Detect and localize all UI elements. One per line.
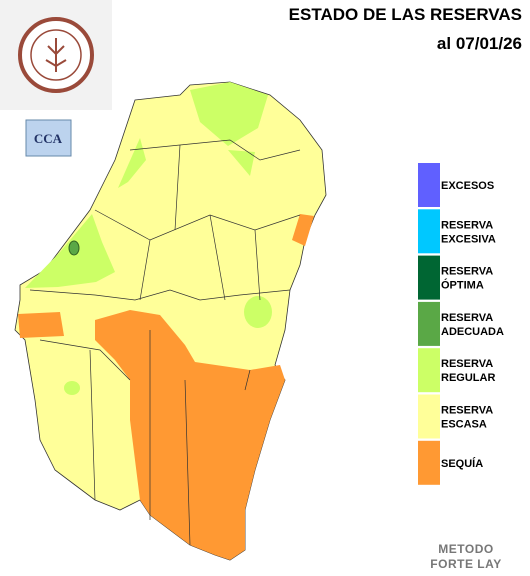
legend-label: RESERVA — [441, 405, 493, 417]
drought-zone — [292, 214, 314, 246]
district-line — [39, 330, 251, 546]
legend-label: EXCESOS — [441, 180, 494, 192]
logo-seal-inner — [30, 29, 82, 81]
date: al 07/01/26 — [437, 34, 522, 53]
legend-label: EXCESIVA — [441, 233, 496, 245]
legend-swatch — [418, 301, 440, 346]
cca-logo — [25, 119, 72, 157]
drought-zone — [18, 312, 64, 338]
method-label: METODO — [438, 542, 493, 556]
drought-zone — [95, 310, 285, 560]
legend-swatch — [418, 255, 440, 300]
legend-label: SEQUÍA — [441, 457, 483, 470]
district-line — [139, 144, 261, 301]
district-line — [29, 289, 291, 301]
method-label: FORTE LAY — [430, 557, 501, 571]
legend-swatch — [418, 209, 440, 254]
regular-zone — [244, 296, 272, 328]
district-line — [129, 139, 301, 161]
title: ESTADO DE LAS RESERVAS — [289, 5, 522, 24]
logo-icon — [45, 38, 67, 72]
legend-label: RESERVA — [441, 312, 493, 324]
legend-swatch — [418, 348, 440, 393]
legend-swatch — [418, 394, 440, 439]
legend-label: ESCASA — [441, 419, 487, 431]
regular-zone — [228, 150, 255, 176]
legend-label: RESERVA — [441, 266, 493, 278]
map — [14, 81, 327, 561]
cca-text: CCA — [34, 131, 63, 146]
legend-swatch — [418, 440, 440, 485]
legend-label: ÓPTIMA — [441, 279, 484, 292]
legend-swatch — [418, 163, 440, 207]
legend: EXCESOSRESERVAEXCESIVARESERVAÓPTIMARESER… — [418, 163, 504, 485]
legend-label: REGULAR — [441, 372, 495, 384]
adequate-zone — [68, 240, 80, 256]
regular-zone — [64, 381, 80, 395]
legend-label: RESERVA — [441, 358, 493, 370]
regular-zone — [118, 138, 146, 188]
legend-label: ADECUADA — [441, 326, 504, 338]
legend-label: RESERVA — [441, 219, 493, 231]
regular-zone — [190, 82, 268, 146]
